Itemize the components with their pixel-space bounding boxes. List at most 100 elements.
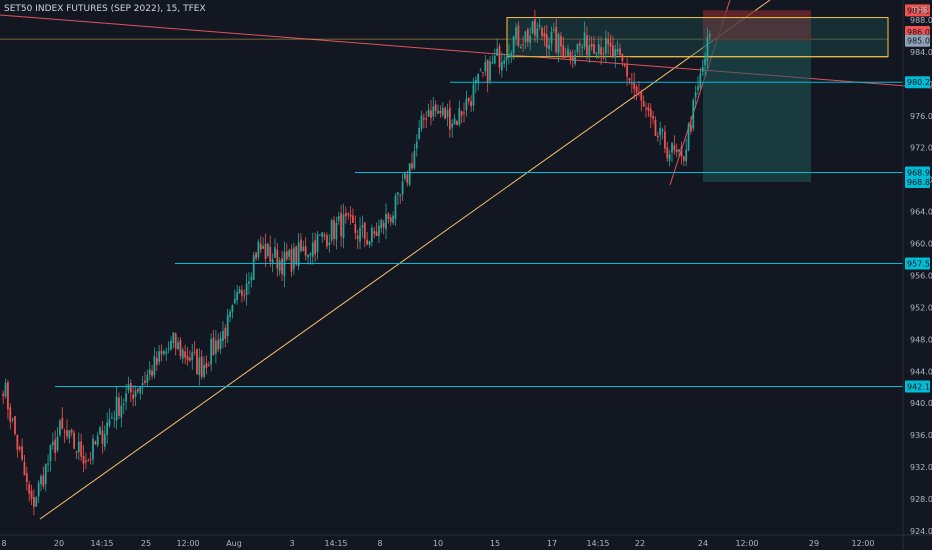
candle-body <box>127 384 130 391</box>
candle-body <box>411 163 413 169</box>
candle-body <box>35 497 38 507</box>
candle-body <box>292 247 295 269</box>
candle-body <box>437 110 439 114</box>
price-tag <box>905 176 930 189</box>
candle-body <box>370 228 373 243</box>
candle-body <box>671 143 673 153</box>
candle-body <box>337 216 340 221</box>
candle-body <box>576 44 579 52</box>
candle-body <box>619 48 621 56</box>
candle-body <box>99 427 101 435</box>
candle-body <box>115 396 118 421</box>
candle-body <box>189 357 191 361</box>
candle-body <box>224 327 227 339</box>
candle-body <box>146 374 149 383</box>
time-axis[interactable]: 8 20 14:15 25 12:00 Aug 3 14:15 8 10 15 17 14:15 22 24… <box>1 539 874 548</box>
candle-body <box>489 61 491 81</box>
candle-body <box>344 213 347 217</box>
candle-body <box>505 56 508 61</box>
candle-body <box>366 239 369 245</box>
price-tag-label: 968.8 <box>907 178 930 187</box>
candle-body <box>226 315 229 337</box>
time-tick-label: 14:15 <box>586 539 609 548</box>
candle-body <box>408 163 411 185</box>
candle-body <box>363 222 366 239</box>
candle-body <box>441 107 444 116</box>
candle-body <box>37 482 40 497</box>
candle-body <box>456 121 458 126</box>
position-stop-zone <box>703 10 811 41</box>
price-tag-label: 985.0 <box>907 37 930 46</box>
candle-body <box>538 25 541 27</box>
candle-body <box>231 305 234 312</box>
candle-body <box>328 242 331 246</box>
candle-body <box>534 19 536 36</box>
candle-body <box>510 53 513 58</box>
candle-body <box>266 243 269 256</box>
candle-body <box>222 330 224 342</box>
candle-body <box>200 356 203 378</box>
candle-body <box>420 115 423 129</box>
candle-body <box>163 351 165 354</box>
candle-body <box>396 192 399 195</box>
candle-body <box>103 434 106 447</box>
candle-body <box>18 447 21 450</box>
candle-body <box>482 72 484 74</box>
candle-body <box>269 246 272 262</box>
candle-body <box>656 135 659 138</box>
candle-body <box>262 245 265 249</box>
candle-body <box>621 54 624 62</box>
time-tick-label: 20 <box>54 539 64 548</box>
candle-body <box>649 108 652 118</box>
candle-body <box>427 109 430 117</box>
candle-body <box>285 251 288 260</box>
price-tick-label: 960.0 <box>910 240 932 249</box>
candle-body <box>550 32 553 44</box>
candle-body <box>96 435 99 446</box>
candle-body <box>238 289 241 294</box>
candle-body <box>70 429 73 433</box>
candle-body <box>61 417 64 429</box>
candle-body <box>439 110 442 114</box>
candle-body <box>11 418 14 420</box>
candle-body <box>519 46 522 49</box>
candle-body <box>250 277 253 281</box>
candle-body <box>692 100 695 129</box>
candle-body <box>382 222 385 228</box>
candle-body <box>92 438 94 460</box>
candle-body <box>101 430 104 444</box>
candle-body <box>56 436 59 451</box>
candle-body <box>422 117 425 120</box>
candle-body <box>569 52 572 60</box>
candle-body <box>392 215 395 223</box>
candle-body <box>297 242 300 267</box>
candle-body <box>574 54 576 64</box>
candle-body <box>203 364 205 377</box>
candle-body <box>430 110 432 118</box>
candle-body <box>49 445 52 462</box>
candle-body <box>333 220 335 239</box>
candle-body <box>330 220 333 241</box>
candle-body <box>524 31 527 43</box>
candle-body <box>137 388 139 392</box>
candle-body <box>474 79 477 84</box>
candle-body <box>66 430 68 437</box>
candle-body <box>432 106 435 117</box>
candle-body <box>470 101 473 107</box>
candle-body <box>623 63 626 66</box>
candle-body <box>181 349 184 359</box>
candle-body <box>186 356 189 361</box>
candle-body <box>59 420 61 436</box>
candle-body <box>170 340 172 350</box>
candle-body <box>229 311 231 318</box>
price-tag <box>905 4 930 17</box>
candle-body <box>82 455 85 464</box>
candle-body <box>666 147 669 159</box>
price-tick-label: 984.0 <box>910 48 932 57</box>
time-tick-label: 12:00 <box>176 539 199 548</box>
candle-body <box>448 107 451 130</box>
candle-body <box>68 430 71 439</box>
candle-body <box>472 84 475 106</box>
